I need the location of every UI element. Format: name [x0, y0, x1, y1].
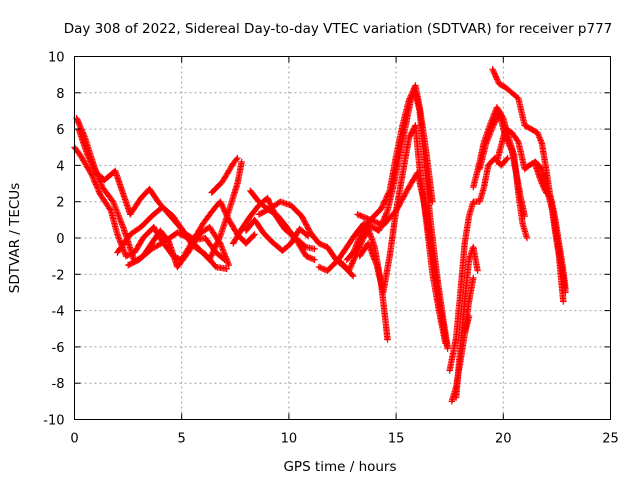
series-track-20 [470, 104, 531, 242]
series-track-22 [489, 66, 567, 305]
plus-markers [470, 104, 531, 242]
series-track-5 [114, 203, 228, 263]
y-tick-label: 10 [48, 51, 65, 66]
plus-markers [247, 187, 318, 263]
y-tick-label: 8 [56, 87, 64, 102]
plus-markers [354, 169, 451, 352]
y-tick-label: -8 [52, 377, 65, 392]
y-tick-label: 0 [56, 232, 64, 247]
series-track-18 [452, 243, 481, 401]
y-tick-label: 4 [56, 159, 64, 174]
plus-markers [461, 274, 477, 336]
x-tick-label: 10 [281, 432, 298, 447]
x-tick-label: 25 [602, 432, 619, 447]
chart-title: Day 308 of 2022, Sidereal Day-to-day VTE… [64, 21, 613, 37]
x-tick-labels: 0 5 10 15 20 25 [70, 432, 618, 447]
y-tick-label: 6 [56, 123, 64, 138]
x-tick-label: 20 [495, 432, 512, 447]
plus-markers [452, 243, 481, 401]
series-track-19 [461, 274, 477, 336]
y-tick-label: 2 [56, 196, 64, 211]
plus-markers [446, 154, 511, 374]
x-tick-label: 0 [70, 432, 78, 447]
plus-markers [343, 82, 436, 263]
y-tick-label: -4 [52, 305, 65, 320]
y-tick-label: -10 [43, 414, 64, 429]
plus-markers [114, 203, 228, 263]
data-points [71, 66, 569, 405]
axis-ticks [74, 56, 611, 420]
y-tick-labels: -10 -8 -6 -4 -2 0 2 4 6 8 10 [43, 51, 64, 429]
y-axis-title: SDTVAR / TECUs [7, 183, 23, 293]
series-track-21 [476, 109, 528, 220]
plus-markers [532, 162, 569, 292]
x-tick-label: 5 [178, 432, 186, 447]
plus-markers [476, 109, 528, 220]
series-track-24 [532, 162, 569, 292]
y-tick-label: -2 [52, 268, 65, 283]
x-tick-label: 15 [388, 432, 405, 447]
plus-markers [489, 66, 567, 305]
series-track-13 [343, 82, 436, 263]
plus-markers [208, 154, 241, 196]
y-tick-label: -6 [52, 341, 65, 356]
series-track-9 [247, 187, 318, 263]
series-track-15 [354, 169, 451, 352]
x-axis-title: GPS time / hours [283, 459, 396, 475]
series-track-6 [208, 154, 241, 196]
series-track-17 [446, 154, 511, 374]
